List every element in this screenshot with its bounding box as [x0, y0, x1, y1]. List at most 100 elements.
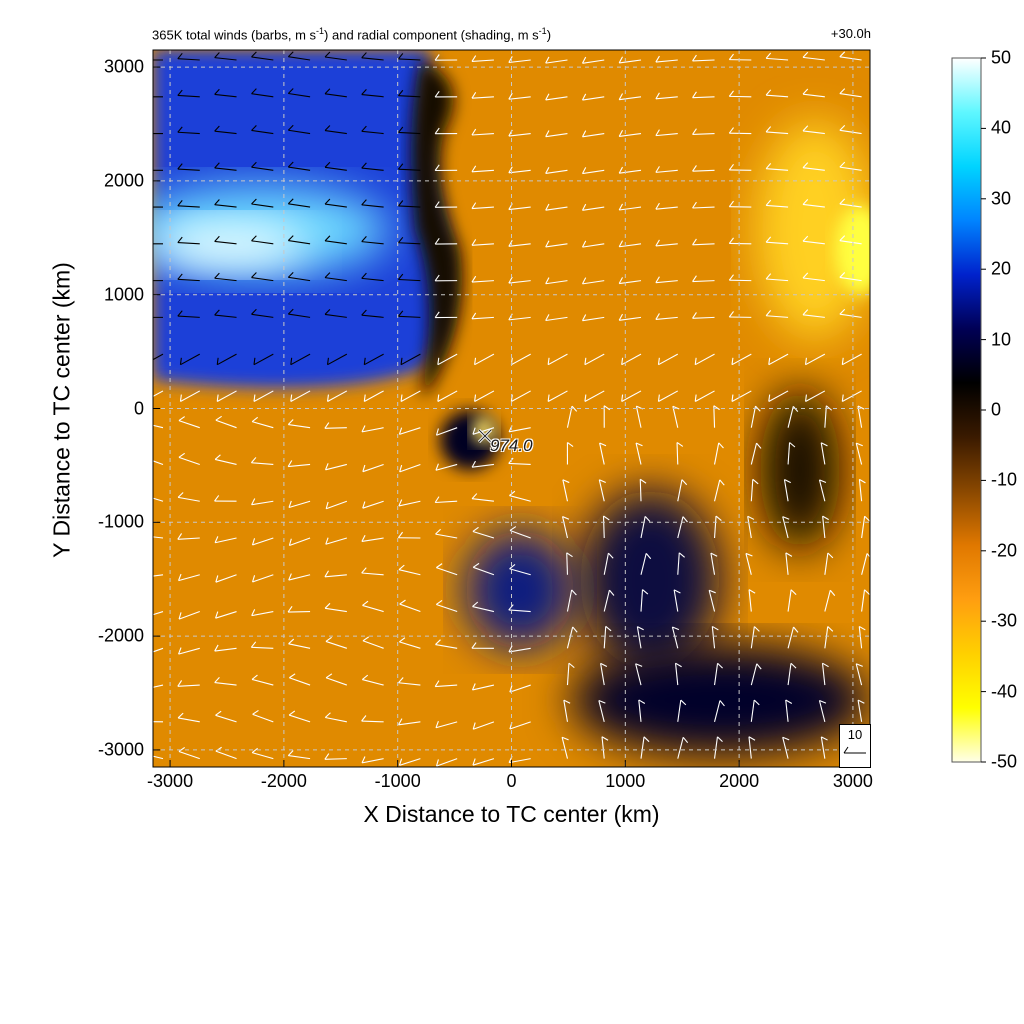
wind-barb — [216, 353, 237, 366]
wind-barb — [603, 589, 615, 612]
wind-barb — [324, 88, 347, 98]
wind-barb — [728, 164, 752, 171]
x-tick-label: -2000 — [260, 771, 307, 791]
wind-barb — [509, 526, 531, 539]
wind-barb — [251, 235, 274, 245]
wind-barb — [657, 353, 679, 366]
wind-barb — [655, 129, 678, 137]
wind-barb — [728, 200, 752, 208]
wind-barb — [508, 166, 531, 174]
wind-barb — [214, 52, 237, 61]
wind-barb — [747, 515, 755, 539]
wind-barb — [471, 92, 494, 99]
wind-barb — [839, 88, 862, 98]
inflow-maximum — [153, 220, 310, 270]
wind-barb — [251, 609, 274, 617]
wind-barb — [216, 390, 237, 402]
wind-barb — [566, 662, 575, 686]
reference-barb-label: 10 — [847, 727, 863, 742]
wind-barb — [603, 625, 612, 649]
wind-barb — [214, 272, 237, 282]
wind-barb — [598, 479, 606, 502]
wind-barb — [824, 552, 834, 575]
wind-barb — [435, 639, 458, 649]
wind-barb — [250, 641, 274, 649]
wind-barb — [782, 736, 790, 759]
wind-barb — [251, 272, 274, 282]
wind-barb — [581, 203, 605, 211]
wind-barb — [397, 53, 421, 61]
wind-barb — [713, 442, 724, 465]
wind-barb — [545, 240, 568, 248]
wind-barb — [677, 736, 689, 759]
wind-barb — [728, 311, 752, 318]
wind-barb — [400, 390, 421, 402]
wind-barb — [820, 442, 828, 465]
wind-barb — [435, 721, 458, 729]
wind-barb — [841, 390, 862, 402]
wind-barb — [713, 405, 720, 428]
wind-barb — [750, 699, 760, 722]
wind-barb — [290, 390, 311, 402]
wind-barb — [287, 308, 311, 318]
wind-barb — [177, 273, 200, 282]
wind-barb — [599, 442, 607, 465]
wind-barb — [324, 198, 347, 208]
wind-barb — [787, 662, 797, 686]
wind-barb — [618, 203, 642, 211]
x-tick-label: 3000 — [832, 771, 873, 791]
wind-barb — [324, 753, 347, 760]
wind-barb — [253, 353, 274, 366]
wind-barb — [471, 493, 494, 502]
wind-barb — [509, 684, 531, 693]
wind-barb — [750, 478, 759, 502]
wind-barb — [287, 51, 311, 61]
wind-barb — [547, 390, 568, 402]
y-tick-label: -1000 — [97, 511, 144, 532]
wind-barb — [397, 310, 421, 318]
wind-barb — [177, 126, 200, 135]
wind-barb — [782, 516, 790, 539]
wind-barb — [471, 55, 494, 63]
wind-barb — [802, 162, 825, 171]
wind-barb — [397, 531, 421, 539]
wind-barb — [640, 516, 651, 539]
wind-barb — [362, 463, 384, 473]
wind-barb — [581, 130, 605, 138]
wind-barb — [655, 55, 678, 63]
wind-barb — [618, 313, 642, 321]
wind-barb — [635, 663, 643, 686]
wind-barb — [153, 574, 164, 577]
wind-barb — [325, 636, 348, 649]
wind-barb — [822, 515, 829, 539]
wind-barb — [362, 600, 384, 613]
wind-barb — [655, 166, 678, 173]
wind-barb — [178, 573, 200, 582]
wind-barb — [288, 500, 311, 509]
wind-barb — [768, 353, 789, 366]
wind-barb — [215, 574, 237, 583]
wind-barb — [437, 353, 458, 366]
wind-barb — [635, 442, 643, 465]
wind-barb — [214, 199, 237, 208]
wind-barb — [153, 424, 164, 429]
wind-barb — [251, 574, 274, 583]
wind-barb — [177, 680, 200, 687]
wind-barb — [858, 478, 866, 502]
wind-barb — [287, 235, 311, 245]
outflow-peak — [835, 205, 870, 295]
tc-center-marker — [477, 428, 493, 444]
chart-title: 365K total winds (barbs, m s-1) and radi… — [152, 26, 552, 43]
wind-barb — [861, 515, 870, 539]
wind-barb — [363, 390, 384, 402]
wind-barb — [566, 442, 574, 465]
wind-barb — [472, 758, 495, 766]
wind-barb — [839, 235, 862, 245]
wind-barb — [857, 405, 865, 428]
wind-barb — [214, 677, 237, 686]
wind-barb — [563, 699, 571, 722]
wind-barb — [839, 308, 862, 318]
wind-barb — [287, 124, 311, 135]
wind-barb — [434, 311, 458, 319]
wind-barb — [621, 390, 642, 402]
